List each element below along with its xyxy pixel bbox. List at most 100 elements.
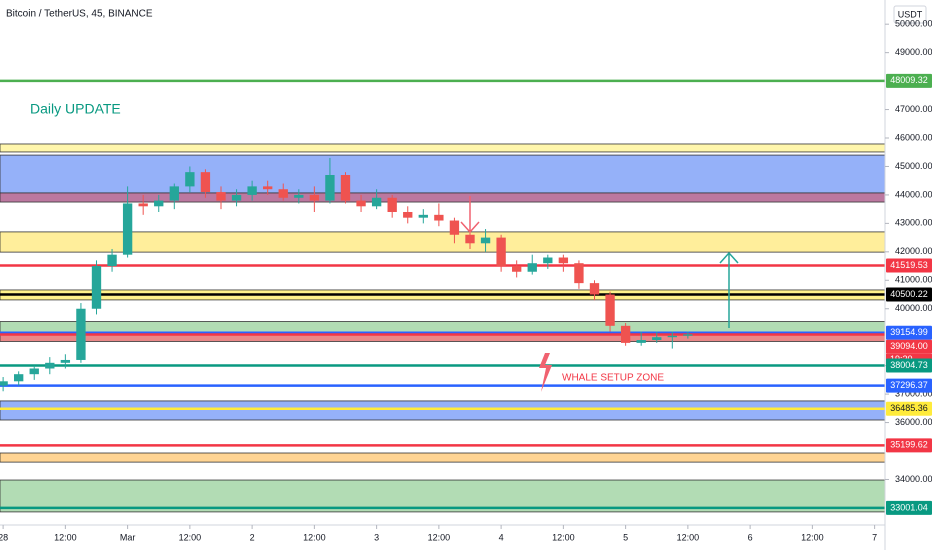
- candle-body: [325, 175, 335, 201]
- y-tick-label: 43000.00: [895, 218, 932, 228]
- lightning-icon: [539, 353, 552, 392]
- price-label: 48009.32: [890, 75, 928, 85]
- price-label: 36485.36: [890, 403, 928, 413]
- candle-body: [558, 257, 569, 264]
- x-tick-label: 12:00: [179, 532, 202, 542]
- candle-body: [216, 192, 226, 201]
- candle-body: [60, 359, 71, 363]
- y-tick-label: 36000.00: [895, 417, 932, 427]
- candle-body: [449, 220, 460, 235]
- price-label: 40500.22: [890, 289, 928, 299]
- y-tick-label: 44000.00: [895, 189, 932, 199]
- y-tick-label: 50000.00: [895, 19, 932, 29]
- x-tick-label: 7: [872, 532, 877, 542]
- currency: USDT: [898, 9, 923, 19]
- zone: [0, 154, 886, 194]
- candle-body: [480, 237, 491, 244]
- zone: [0, 452, 886, 463]
- candle-body: [107, 254, 117, 267]
- price-label-box: [886, 438, 932, 453]
- candle-body: [356, 200, 366, 207]
- candle-body: [309, 194, 320, 201]
- zone: [0, 192, 886, 203]
- x-tick-label: 12:00: [303, 532, 326, 542]
- candle-body: [45, 362, 55, 369]
- candle-body: [620, 325, 631, 343]
- price-label-box: [886, 358, 932, 373]
- candle-body: [387, 197, 397, 212]
- price-label-box: [886, 258, 932, 273]
- candle-body: [14, 374, 24, 382]
- y-tick-label: 37000.00: [895, 388, 932, 398]
- candle-body: [683, 334, 693, 336]
- candle-body: [527, 263, 537, 272]
- price-label-box: [886, 378, 932, 393]
- y-tick-label: 47000.00: [895, 104, 932, 114]
- x-tick-label: 4: [499, 532, 504, 542]
- y-tick-label: 49000.00: [895, 47, 932, 57]
- x-tick-label: 6: [748, 532, 753, 542]
- y-tick-label: 40000.00: [895, 303, 932, 313]
- candle-body: [340, 175, 351, 201]
- candle-body: [652, 337, 662, 341]
- x-tick-label: 12:00: [54, 532, 77, 542]
- candle-body: [169, 186, 179, 201]
- y-tick-label: 41000.00: [895, 275, 932, 285]
- candle-body: [543, 257, 553, 264]
- zone: [0, 321, 886, 334]
- candle-body: [294, 194, 304, 198]
- price-label: 39094.00: [890, 341, 928, 351]
- price-label: 33001.04: [890, 502, 928, 512]
- price-label: 39154.99: [890, 327, 928, 337]
- candle-body: [122, 203, 133, 255]
- candle-body: [91, 266, 102, 309]
- price-label-box: [886, 500, 932, 515]
- y-tick-label: 42000.00: [895, 246, 932, 256]
- up-arrow: [719, 251, 739, 328]
- candle-body: [29, 368, 39, 375]
- price-label-box: [886, 287, 932, 302]
- price-label: 35199.62: [890, 440, 928, 450]
- zone: [0, 479, 886, 513]
- x-tick-label: 5: [623, 532, 628, 542]
- candle-body: [418, 214, 428, 218]
- x-tick-label: 28: [0, 532, 8, 542]
- candle-body: [138, 203, 148, 207]
- candle-body: [231, 194, 242, 201]
- candle-body: [185, 172, 195, 187]
- candle-body: [278, 189, 288, 198]
- x-tick-label: Mar: [120, 532, 136, 542]
- price-label: 38004.73: [890, 360, 928, 370]
- x-tick-label: 2: [250, 532, 255, 542]
- down-arrow: [460, 196, 480, 234]
- zone: [0, 400, 886, 421]
- x-tick-label: 12:00: [677, 532, 700, 542]
- candle-body: [434, 214, 444, 221]
- currency-box: [893, 5, 927, 24]
- price-label: 37296.37: [890, 380, 928, 390]
- candle-body: [667, 335, 677, 338]
- y-tick-label: 34000.00: [895, 474, 932, 484]
- candle-body: [465, 234, 475, 244]
- price-label-box: [886, 73, 932, 88]
- x-tick-label: 3: [374, 532, 379, 542]
- x-tick-label: 12:00: [801, 532, 824, 542]
- candle-body: [263, 186, 273, 190]
- candle-body: [496, 237, 506, 267]
- candle-body: [403, 211, 413, 218]
- candle-body: [589, 283, 600, 295]
- zone: [0, 231, 886, 253]
- annotation: Daily UPDATE: [30, 101, 121, 117]
- candle-body: [0, 381, 8, 386]
- candle-body: [247, 186, 257, 195]
- candle-body: [154, 200, 164, 207]
- price-label-box: [886, 339, 932, 354]
- price-label-box: [886, 325, 932, 340]
- annotation: WHALE SETUP ZONE: [562, 373, 664, 384]
- candle-body: [200, 172, 211, 193]
- x-tick-label: 12:00: [552, 532, 575, 542]
- candle-body: [371, 197, 382, 207]
- candle-body: [512, 266, 522, 272]
- chart-title: Bitcoin / TetherUS, 45, BINANCE: [6, 9, 153, 20]
- price-label: 41519.53: [890, 260, 928, 270]
